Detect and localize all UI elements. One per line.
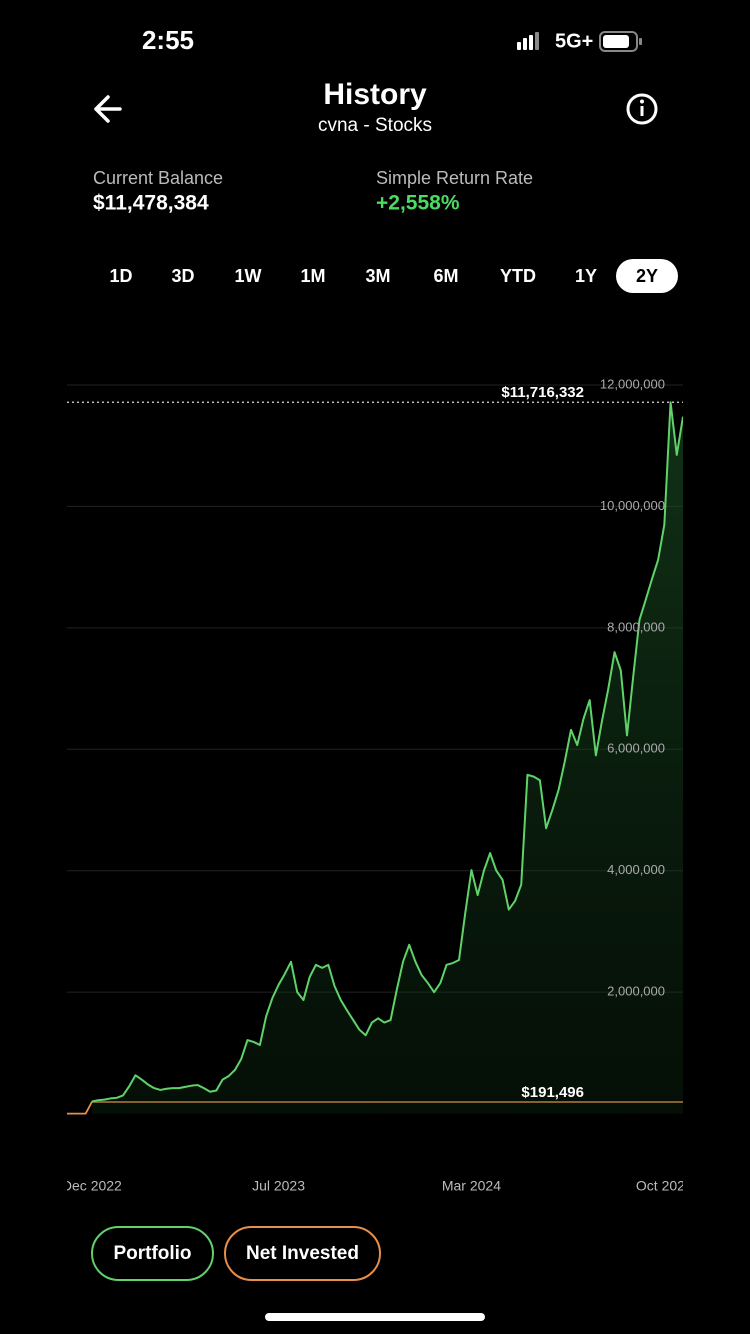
range-tab[interactable]: 1Y xyxy=(575,266,597,286)
signal-icon xyxy=(517,32,539,50)
range-tab-label: 6M xyxy=(433,266,458,286)
range-tab[interactable]: 1D xyxy=(109,266,132,286)
y-tick-label: 8,000,000 xyxy=(607,619,665,634)
stat-label: Current Balance xyxy=(93,168,223,188)
legend-label: Net Invested xyxy=(246,1243,359,1264)
range-tab-label: 3D xyxy=(171,266,194,286)
range-tab[interactable]: 2Y xyxy=(616,259,678,293)
range-tab-label: 3M xyxy=(365,266,390,286)
y-tick-label: 4,000,000 xyxy=(607,862,665,877)
y-tick-label: 2,000,000 xyxy=(607,984,665,999)
y-tick-label: 12,000,000 xyxy=(600,376,665,391)
area xyxy=(91,402,683,1114)
y-tick-label: 6,000,000 xyxy=(607,741,665,756)
range-tab[interactable]: 1M xyxy=(300,266,325,286)
x-tick-label: Oct 2024 xyxy=(636,1178,693,1194)
stat-value: $11,478,384 xyxy=(93,192,209,215)
range-tab-label: 1W xyxy=(235,266,262,286)
range-tab-selected xyxy=(616,259,678,293)
range-tab-label: 2Y xyxy=(636,266,658,286)
back-button[interactable] xyxy=(94,95,122,123)
legend-button[interactable]: Portfolio xyxy=(91,1226,214,1281)
battery-icon xyxy=(599,31,642,52)
line xyxy=(91,401,683,1103)
legend-button[interactable]: Net Invested xyxy=(224,1226,381,1281)
stat-label: Simple Return Rate xyxy=(376,168,533,188)
range-tab[interactable]: 3D xyxy=(171,266,194,286)
legend-label: Portfolio xyxy=(113,1243,191,1264)
status-time: 2:55 xyxy=(142,25,194,55)
y-tick-label: 10,000,000 xyxy=(600,498,665,513)
range-tab[interactable]: 1W xyxy=(235,266,262,286)
annotation-label: $11,716,332 xyxy=(501,384,584,401)
range-tab-label: 1Y xyxy=(575,266,597,286)
page-subtitle: cvna - Stocks xyxy=(318,115,432,136)
status-network: 5G+ xyxy=(555,30,593,52)
range-tab-label: 1D xyxy=(109,266,132,286)
range-tab-label: YTD xyxy=(500,266,536,286)
range-tab-label: 1M xyxy=(300,266,325,286)
stat-value: +2,558% xyxy=(376,192,460,215)
home-indicator xyxy=(265,1313,485,1321)
legend-button-border xyxy=(224,1226,381,1281)
plot-area: Dec 2022 Jul 2023 Mar 2024 Oct 2024 xyxy=(62,384,693,1194)
range-tab[interactable]: 3M xyxy=(365,266,390,286)
range-tab[interactable]: 6M xyxy=(433,266,458,286)
x-tick-label: Dec 2022 xyxy=(62,1178,122,1194)
x-tick-label: Jul 2023 xyxy=(252,1178,305,1194)
info-button[interactable] xyxy=(626,93,658,125)
range-tab[interactable]: YTD xyxy=(500,266,536,286)
page-title: History xyxy=(323,78,427,111)
x-tick-label: Mar 2024 xyxy=(442,1178,501,1194)
legend-button-border xyxy=(91,1226,214,1281)
annotation-label: $191,496 xyxy=(521,1084,584,1101)
